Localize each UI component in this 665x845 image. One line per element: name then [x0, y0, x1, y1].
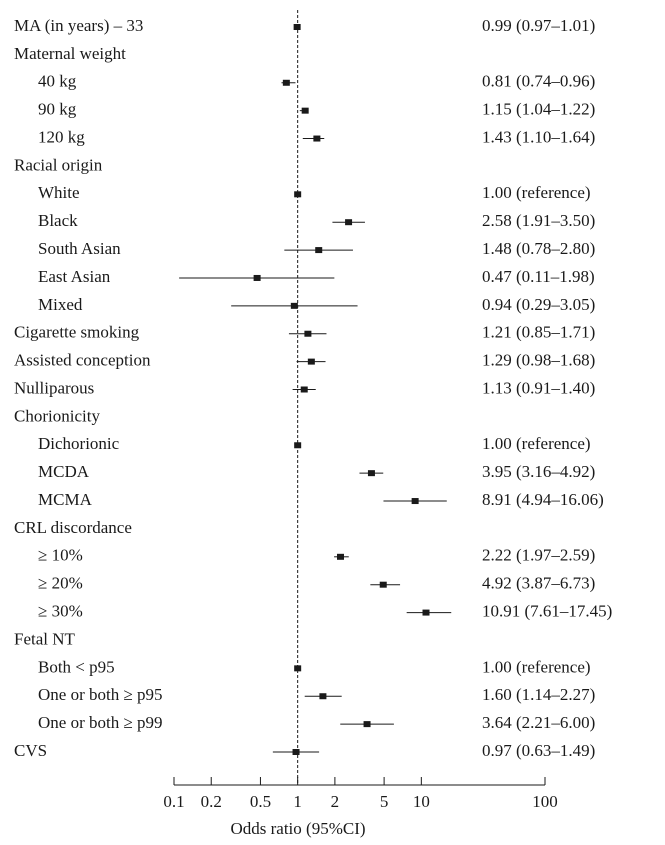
- row-label: ≥ 20%: [38, 574, 83, 593]
- value-label: 2.58 (1.91–3.50): [482, 211, 595, 230]
- row-label: 40 kg: [38, 72, 77, 91]
- row-label: Both < p95: [38, 657, 115, 676]
- value-label: 10.91 (7.61–17.45): [482, 601, 612, 620]
- x-axis-label: Odds ratio (95%CI): [230, 819, 365, 838]
- point-estimate: [301, 107, 309, 114]
- row-label: Nulliparous: [14, 378, 94, 397]
- x-tick-label: 2: [331, 792, 340, 811]
- row-label: MCMA: [38, 490, 93, 509]
- point-estimate: [307, 358, 315, 365]
- row-label: ≥ 10%: [38, 546, 83, 565]
- point-estimate: [294, 665, 302, 672]
- value-label: 0.97 (0.63–1.49): [482, 741, 595, 760]
- x-tick-label: 1: [293, 792, 302, 811]
- value-label: 0.47 (0.11–1.98): [482, 267, 595, 286]
- point-estimate: [319, 693, 327, 700]
- value-label: 3.64 (2.21–6.00): [482, 713, 595, 732]
- row-label: One or both ≥ p95: [38, 685, 163, 704]
- point-estimate: [379, 581, 387, 588]
- value-label: 1.00 (reference): [482, 434, 591, 453]
- value-label: 1.48 (0.78–2.80): [482, 239, 595, 258]
- value-label: 1.00 (reference): [482, 183, 591, 202]
- row-label: MA (in years) – 33: [14, 16, 143, 35]
- row-label: Maternal weight: [14, 44, 126, 63]
- value-label: 8.91 (4.94–16.06): [482, 490, 604, 509]
- point-estimate: [315, 247, 323, 254]
- x-tick-label: 10: [413, 792, 430, 811]
- row-label: 120 kg: [38, 127, 85, 146]
- value-label: 0.94 (0.29–3.05): [482, 295, 595, 314]
- row-label: Assisted conception: [14, 351, 151, 370]
- row-label: Dichorionic: [38, 434, 120, 453]
- point-estimate: [345, 219, 353, 226]
- x-tick-label: 5: [380, 792, 389, 811]
- row-label: Fetal NT: [14, 629, 76, 648]
- value-label: 0.81 (0.74–0.96): [482, 72, 595, 91]
- row-label: Black: [38, 211, 78, 230]
- value-label: 1.15 (1.04–1.22): [482, 100, 595, 119]
- point-estimate: [363, 721, 371, 728]
- x-tick-label: 100: [532, 792, 558, 811]
- row-label: MCDA: [38, 462, 90, 481]
- row-label: White: [38, 183, 80, 202]
- x-tick-label: 0.1: [163, 792, 184, 811]
- point-estimate: [282, 79, 290, 86]
- row-label: Mixed: [38, 295, 83, 314]
- x-tick-label: 0.2: [201, 792, 222, 811]
- point-estimate: [336, 553, 344, 560]
- point-estimate: [292, 749, 300, 755]
- value-label: 1.13 (0.91–1.40): [482, 378, 595, 397]
- value-label: 0.99 (0.97–1.01): [482, 16, 595, 35]
- point-estimate: [304, 330, 312, 337]
- point-estimate: [253, 274, 261, 281]
- row-label: One or both ≥ p99: [38, 713, 163, 732]
- row-label: South Asian: [38, 239, 121, 258]
- value-label: 2.22 (1.97–2.59): [482, 546, 595, 565]
- value-label: 1.29 (0.98–1.68): [482, 351, 595, 370]
- row-label: Racial origin: [14, 155, 103, 174]
- row-label: Chorionicity: [14, 406, 100, 425]
- row-label: East Asian: [38, 267, 111, 286]
- point-estimate: [300, 386, 308, 393]
- x-tick-label: 0.5: [250, 792, 271, 811]
- value-label: 3.95 (3.16–4.92): [482, 462, 595, 481]
- point-estimate: [294, 191, 302, 198]
- row-label: CVS: [14, 741, 47, 760]
- row-label: ≥ 30%: [38, 601, 83, 620]
- value-label: 1.43 (1.10–1.64): [482, 127, 595, 146]
- row-label: 90 kg: [38, 100, 77, 119]
- point-estimate: [290, 302, 298, 309]
- value-label: 1.00 (reference): [482, 657, 591, 676]
- point-estimate: [313, 135, 321, 142]
- point-estimate: [294, 442, 302, 449]
- value-label: 4.92 (3.87–6.73): [482, 574, 595, 593]
- row-label: Cigarette smoking: [14, 323, 140, 342]
- point-estimate: [422, 609, 430, 616]
- row-label: CRL discordance: [14, 518, 132, 537]
- point-estimate: [293, 24, 301, 30]
- value-label: 1.21 (0.85–1.71): [482, 323, 595, 342]
- point-estimate: [367, 470, 375, 477]
- value-label: 1.60 (1.14–2.27): [482, 685, 595, 704]
- point-estimate: [411, 498, 419, 505]
